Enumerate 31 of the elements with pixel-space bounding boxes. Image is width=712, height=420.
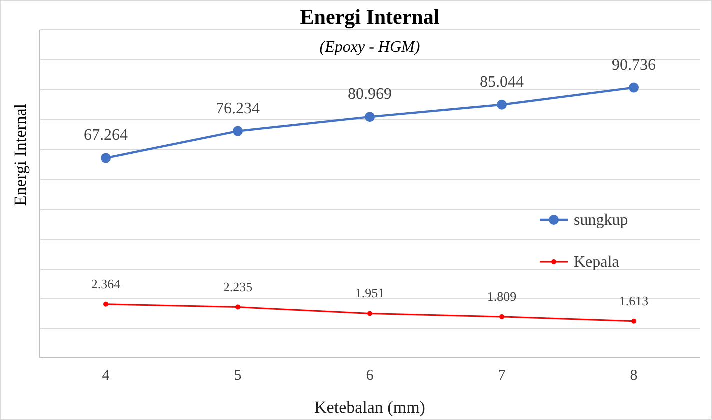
data-label: 90.736 — [612, 56, 656, 74]
x-tick-label: 7 — [498, 368, 506, 384]
x-tick-label: 4 — [102, 368, 110, 384]
point — [500, 314, 504, 320]
data-label: 1.951 — [355, 286, 385, 301]
point — [632, 318, 636, 324]
chart-title: Energi Internal — [300, 5, 440, 29]
data-label: 2.364 — [91, 276, 122, 292]
point — [497, 100, 507, 110]
point — [104, 302, 108, 307]
data-label: 67.264 — [84, 127, 128, 144]
x-axis-title: Ketebalan (mm) — [314, 398, 426, 417]
data-label: 76.234 — [216, 100, 260, 118]
data-label: 80.969 — [348, 86, 392, 104]
y-axis-title: Energi Internal — [11, 104, 30, 206]
point — [101, 153, 111, 164]
x-tick-label: 5 — [234, 368, 242, 384]
legend-label: sungkup — [574, 212, 628, 229]
point — [629, 82, 639, 93]
data-label: 1.613 — [619, 293, 649, 308]
point — [365, 112, 375, 122]
point — [236, 304, 240, 310]
data-label: 85.044 — [480, 74, 524, 91]
text: (Epoxy - HGM) — [320, 39, 420, 56]
x-tick-label: 8 — [630, 368, 638, 384]
legend-label: Kepala — [574, 254, 620, 271]
point — [368, 311, 372, 316]
x-tick-label: 6 — [366, 368, 374, 384]
point — [233, 126, 243, 136]
data-label: 2.235 — [223, 279, 253, 294]
data-label: 1.809 — [487, 288, 517, 304]
